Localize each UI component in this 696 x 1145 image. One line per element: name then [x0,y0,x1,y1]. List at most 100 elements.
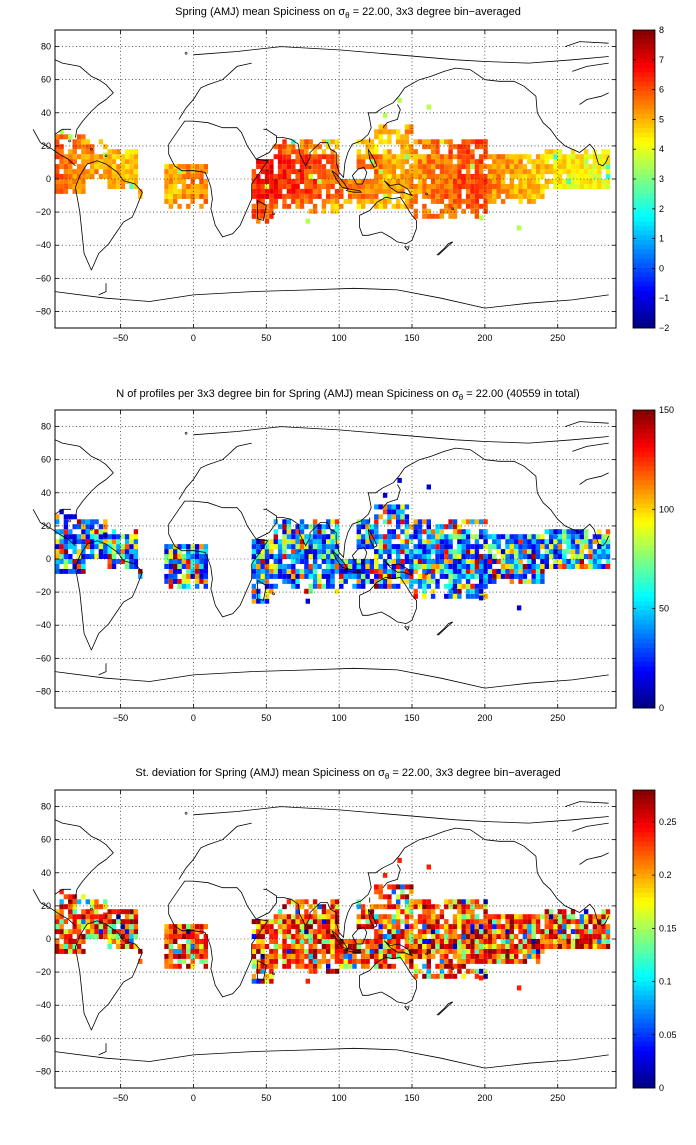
data-cell [527,169,532,175]
data-cell [339,963,344,969]
data-cell [98,549,104,555]
data-cell [63,919,69,925]
colorbar-swatch [633,447,655,453]
data-cell [308,549,313,555]
data-cell [435,154,440,160]
data-cell [465,583,471,589]
data-cell [299,919,305,925]
data-cell [588,944,593,949]
data-cell [129,149,134,155]
data-cell [264,544,270,550]
data-cell [400,919,405,925]
island [90,527,93,531]
data-cell [461,164,466,170]
data-cell [505,184,510,189]
data-cell [186,963,191,969]
data-cell [378,188,383,194]
data-cell [190,169,195,175]
data-cell [509,944,514,949]
data-cell [592,559,598,564]
data-cell [291,193,296,199]
data-cell [470,909,475,915]
data-cell [330,203,335,209]
data-cell [168,948,174,954]
data-cell [439,139,445,145]
data-cell [164,958,169,964]
data-cell [286,534,292,540]
data-cell [435,919,440,925]
data-cell [535,539,541,545]
data-cell [448,958,453,964]
data-cell [422,144,427,150]
data-cell [308,139,313,145]
data-cell [562,924,567,930]
data-cell [417,929,423,935]
data-cell [404,919,410,925]
data-cell [397,97,402,103]
data-cell [505,948,510,954]
data-cell [282,529,287,535]
data-cell [273,564,278,569]
data-cell [94,544,99,550]
data-cell [531,188,536,194]
data-cell [378,929,383,935]
colorbar-swatch [633,192,655,199]
data-cell [282,544,287,550]
data-cell [282,524,287,530]
data-cell [59,934,64,939]
data-cell [479,924,484,930]
data-cell [387,539,392,545]
data-cell [430,169,436,175]
data-cell [426,573,431,579]
data-cell [103,144,108,150]
data-cell [535,184,541,189]
data-cell [422,184,427,189]
data-cell [199,953,204,959]
data-cell [597,919,602,925]
data-cell [535,948,541,954]
colorbar-swatch [633,869,655,875]
data-cell [430,573,436,579]
data-cell [356,149,361,155]
data-cell [553,924,558,930]
data-cell [374,184,379,189]
data-cell [116,184,121,189]
data-cell [465,958,471,964]
data-cell [522,914,528,920]
data-cell [59,559,64,564]
data-cell [339,188,344,194]
data-cell [422,193,427,199]
data-cell [562,914,567,920]
data-cell [190,568,195,574]
data-cell [404,519,410,525]
data-cell [347,179,353,184]
data-cell [509,958,514,964]
data-cell [269,188,274,194]
data-cell [59,144,64,150]
data-cell [199,544,204,550]
data-cell [339,573,344,579]
data-cell [465,564,471,569]
data-cell [334,159,340,165]
data-cell [509,544,514,550]
data-cell [527,564,532,569]
coastline [383,560,414,577]
data-cell [382,509,388,515]
data-cell [356,564,361,569]
data-cell [448,154,453,160]
data-cell [409,564,414,569]
colorbar-swatch [633,694,655,700]
data-cell [435,948,440,954]
data-cell [492,174,497,179]
data-cell [483,179,488,184]
data-cell [605,159,611,165]
data-cell [282,169,287,175]
data-cell [312,909,318,915]
data-cell [500,174,506,179]
coastline [436,1001,454,1016]
data-cell [277,924,283,930]
data-cell [168,578,174,584]
data-cell [264,164,270,170]
data-cell [308,184,313,189]
data-cell [103,169,108,175]
